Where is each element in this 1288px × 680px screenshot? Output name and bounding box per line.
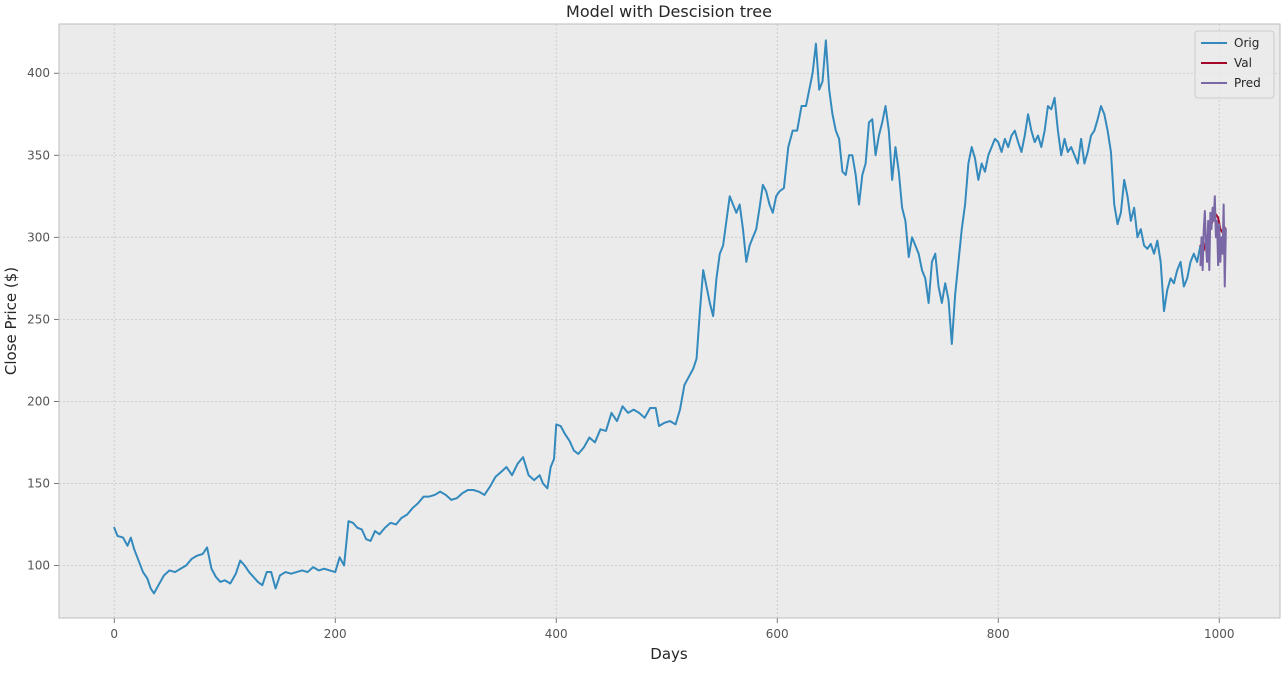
y-tick-label: 400: [27, 66, 50, 80]
plot-border: [58, 23, 1281, 619]
y-tick-label: 300: [27, 230, 50, 244]
series-layer: [113, 39, 1227, 595]
series-line-orig: [113, 39, 1202, 595]
y-tick-label: 200: [27, 394, 50, 408]
legend-label-orig: Orig: [1234, 36, 1259, 50]
legend-box: [1194, 30, 1275, 99]
legend-label-pred: Pred: [1234, 76, 1261, 90]
chart-title: Model with Descision tree: [566, 2, 772, 21]
plot-area: [59, 24, 1280, 618]
x-tick-label: 800: [987, 627, 1010, 641]
x-axis-label: Days: [650, 645, 688, 663]
x-axis-ticks: 0 200 400 600 800 1000: [110, 618, 1234, 641]
series-line-pred: [1199, 195, 1227, 288]
legend: Orig Val Pred: [1194, 30, 1275, 99]
x-tick-label: 400: [545, 627, 568, 641]
x-tick-label: 0: [110, 627, 118, 641]
legend-label-val: Val: [1234, 56, 1252, 70]
y-tick-label: 350: [27, 148, 50, 162]
y-tick-label: 150: [27, 476, 50, 490]
grid: [59, 24, 1280, 618]
y-tick-label: 100: [27, 558, 50, 572]
y-tick-label: 250: [27, 312, 50, 326]
y-axis-label: Close Price ($): [2, 267, 20, 375]
x-tick-label: 600: [766, 627, 789, 641]
x-tick-label: 200: [324, 627, 347, 641]
y-axis-ticks: 100 150 200 250 300 350 400: [27, 66, 59, 572]
x-tick-label: 1000: [1204, 627, 1235, 641]
